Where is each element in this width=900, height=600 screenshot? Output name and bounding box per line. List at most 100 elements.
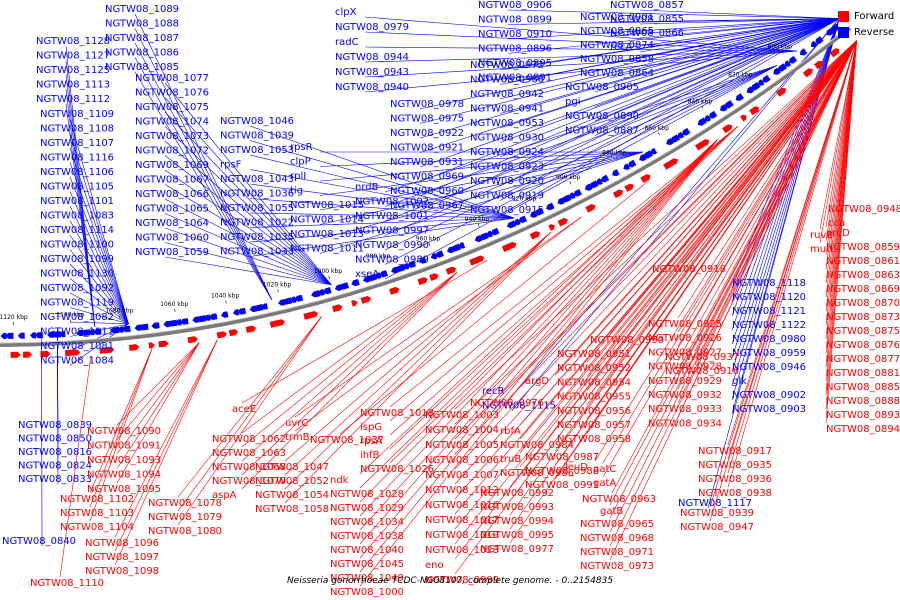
reverse-gene-label: NGTW08_1128 xyxy=(36,36,110,47)
forward-gene-label: aspA xyxy=(212,490,237,501)
forward-gene-label: NGTW08_1004 xyxy=(425,425,499,436)
reverse-gene-label: NGTW08_0906 xyxy=(478,0,552,11)
reverse-gene-label: NGTW08_1077 xyxy=(135,73,209,84)
leader-line xyxy=(586,40,857,420)
reverse-gene-label: NGTW08_0915 xyxy=(470,205,544,216)
leader-line xyxy=(419,18,840,168)
reverse-gene-arrow xyxy=(232,309,240,316)
reverse-gene-label: NGTW08_0850 xyxy=(18,434,92,445)
leader-line xyxy=(389,126,738,408)
leader-line xyxy=(364,50,797,93)
reverse-gene-label: NGTW08_1065 xyxy=(135,204,209,215)
reverse-gene-arrow xyxy=(507,220,517,229)
forward-gene-label: NGTW08_1103 xyxy=(60,508,134,519)
leader-line xyxy=(499,18,840,187)
reverse-gene-label: NGTW08_0903 xyxy=(732,404,806,415)
reverse-gene-arrow xyxy=(784,60,792,67)
forward-gene-label: NGTW08_1070 xyxy=(212,476,286,487)
reverse-gene-label: NGTW08_1076 xyxy=(135,88,209,99)
reverse-gene-label: NGTW08_0858 xyxy=(580,54,654,65)
forward-gene-label: gatB xyxy=(600,506,623,517)
leader-line xyxy=(359,139,718,587)
leader-line xyxy=(164,97,332,285)
leader-line xyxy=(164,213,332,286)
reverse-gene-label: pgi xyxy=(565,97,580,108)
reverse-gene-label: NGTW08_1085 xyxy=(105,62,179,73)
forward-gene-arrow xyxy=(445,266,457,275)
leader-line xyxy=(507,18,840,40)
reverse-gene-label: NGTW08_0899 xyxy=(478,15,552,26)
forward-gene-label: NGTW08_1093 xyxy=(87,455,161,466)
forward-gene-label: NGTW08_0916 xyxy=(665,366,739,377)
leader-line xyxy=(319,151,644,211)
forward-gene-label: rbfA xyxy=(500,426,521,437)
leader-line xyxy=(454,40,857,425)
reverse-gene-label: NGTW08_1001 xyxy=(355,211,429,222)
reverse-gene-label: NGTW08_0990 xyxy=(355,240,429,251)
reverse-gene-label: NGTW08_0857 xyxy=(610,0,684,11)
forward-gene-label: NGTW08_0987 xyxy=(525,452,599,463)
leader-line xyxy=(116,342,200,455)
reverse-gene-label: NGTW08_0874 xyxy=(580,40,654,51)
leader-line xyxy=(677,40,857,404)
leader-line xyxy=(677,40,857,361)
reverse-gene-label: NGTW08_1033 xyxy=(220,247,294,258)
leader-line xyxy=(241,272,458,434)
kbp-tick-mark xyxy=(225,300,227,304)
kbp-tick-label: 800 kbp xyxy=(767,44,792,51)
reverse-gene-label: NGTW08_1014 xyxy=(290,215,364,226)
kbp-tick-label: 1040 kbp xyxy=(211,292,239,299)
reverse-gene-arrow xyxy=(788,55,798,64)
forward-gene-label: NGTW08_0948 xyxy=(828,204,900,215)
forward-gene-label: NGTW08_1026 xyxy=(360,464,434,475)
reverse-gene-arrow xyxy=(546,202,555,211)
forward-gene-label: NGTW08_1068 xyxy=(212,462,286,473)
forward-gene-label: aroD xyxy=(826,228,850,239)
forward-gene-arrow xyxy=(776,87,786,97)
forward-gene-label: NGTW08_0999 xyxy=(425,575,499,586)
leader-line xyxy=(134,13,273,300)
leader-line xyxy=(609,40,857,547)
forward-gene-arrow xyxy=(310,311,319,318)
legend-label-forward: Forward xyxy=(854,10,895,22)
forward-gene-arrow xyxy=(722,124,733,134)
leader-line xyxy=(384,65,777,280)
forward-gene-label: NGTW08_0965 xyxy=(580,519,654,530)
forward-gene-label: NGTW08_0859 xyxy=(826,242,900,253)
forward-gene-label: NGTW08_1094 xyxy=(87,470,161,481)
leader-line xyxy=(499,18,840,216)
reverse-gene-label: NGTW08_0946 xyxy=(732,362,806,373)
reverse-gene-label: NGTW08_0910 xyxy=(478,29,552,40)
forward-gene-arrow xyxy=(740,114,747,122)
reverse-gene-label: NGTW08_1060 xyxy=(135,233,209,244)
leader-line xyxy=(69,191,129,324)
reverse-gene-arrow xyxy=(47,331,55,338)
reverse-gene-arrow xyxy=(735,93,744,101)
reverse-gene-arrow xyxy=(826,28,834,36)
reverse-gene-label: NGTW08_0931 xyxy=(390,157,464,168)
forward-gene-arrow xyxy=(417,277,428,286)
kbp-tick-mark xyxy=(569,181,572,185)
reverse-gene-arrow xyxy=(51,331,62,338)
reverse-gene-arrow xyxy=(513,218,521,226)
leader-line xyxy=(681,40,857,264)
forward-gene-label: NGTW08_0986 xyxy=(500,468,574,479)
forward-gene-label: NGTW08_1096 xyxy=(85,538,159,549)
reverse-gene-label: NGTW08_0865 xyxy=(580,26,654,37)
leader-line xyxy=(249,125,515,219)
forward-gene-label: NGTW08_1019 xyxy=(425,530,499,541)
kbp-tick-label: 820 kbp xyxy=(728,71,753,78)
forward-gene-label: NGTW08_0932 xyxy=(648,390,722,401)
leader-line xyxy=(454,40,857,545)
kbp-tick-mark xyxy=(378,260,381,264)
forward-gene-arrow xyxy=(148,342,155,349)
reverse-gene-arrow xyxy=(168,319,178,327)
forward-gene-label: NGTW08_0873 xyxy=(826,312,900,323)
forward-gene-label: NGTW08_0958 xyxy=(557,434,631,445)
leader-line xyxy=(164,140,332,285)
forward-gene-label: NGTW08_1006 xyxy=(425,455,499,466)
forward-gene-label: uvrC xyxy=(285,418,308,429)
forward-gene-arrow xyxy=(529,231,541,240)
